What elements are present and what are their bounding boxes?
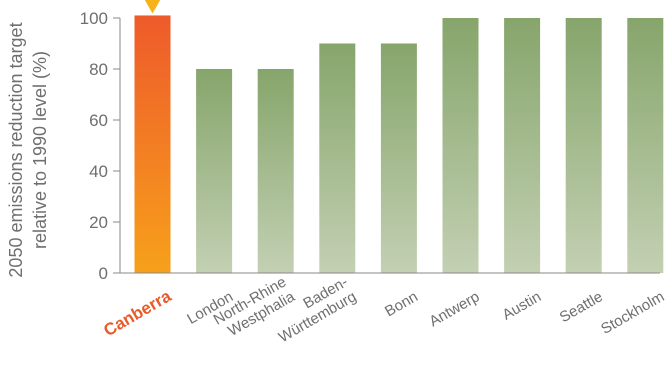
bars [134, 0, 664, 273]
y-axis: 0 20 40 60 80 100 [80, 9, 121, 283]
y-tick-label: 40 [89, 162, 108, 181]
bar [257, 69, 294, 273]
bar [504, 18, 541, 273]
bar [380, 43, 417, 273]
x-label-line: Seattle [557, 288, 606, 326]
y-tick-label: 20 [89, 213, 108, 232]
y-axis-title: 2050 emissions reduction target relative … [6, 22, 50, 277]
x-label-line: Antwerp [426, 288, 482, 330]
y-tick-label: 0 [99, 264, 108, 283]
y-tick-label: 100 [80, 9, 108, 28]
y-tick-label: 80 [89, 60, 108, 79]
bar [319, 43, 356, 273]
bar [196, 69, 233, 273]
y-axis-title-text: 2050 emissions reduction target relative … [6, 22, 50, 277]
highlight-marker-icon [144, 0, 161, 14]
bar-highlight [134, 15, 171, 273]
bar [442, 18, 479, 273]
bar [565, 18, 602, 273]
bar [627, 18, 664, 273]
y-axis-title-line: relative to 1990 level (%) [30, 51, 50, 249]
x-label: Stockholm [598, 288, 665, 338]
x-label-line: Austin [499, 288, 544, 324]
x-label-line: Stockholm [598, 288, 665, 338]
x-label: Austin [499, 288, 544, 324]
x-label-line: Bonn [382, 288, 421, 320]
x-label: Antwerp [426, 288, 482, 330]
x-label: Seattle [557, 288, 606, 326]
x-label-line: Canberra [100, 286, 175, 340]
x-label-highlight: Canberra [100, 286, 175, 340]
y-axis-title-line: 2050 emissions reduction target [6, 22, 26, 277]
x-label: Bonn [382, 288, 421, 320]
y-tick-label: 60 [89, 111, 108, 130]
